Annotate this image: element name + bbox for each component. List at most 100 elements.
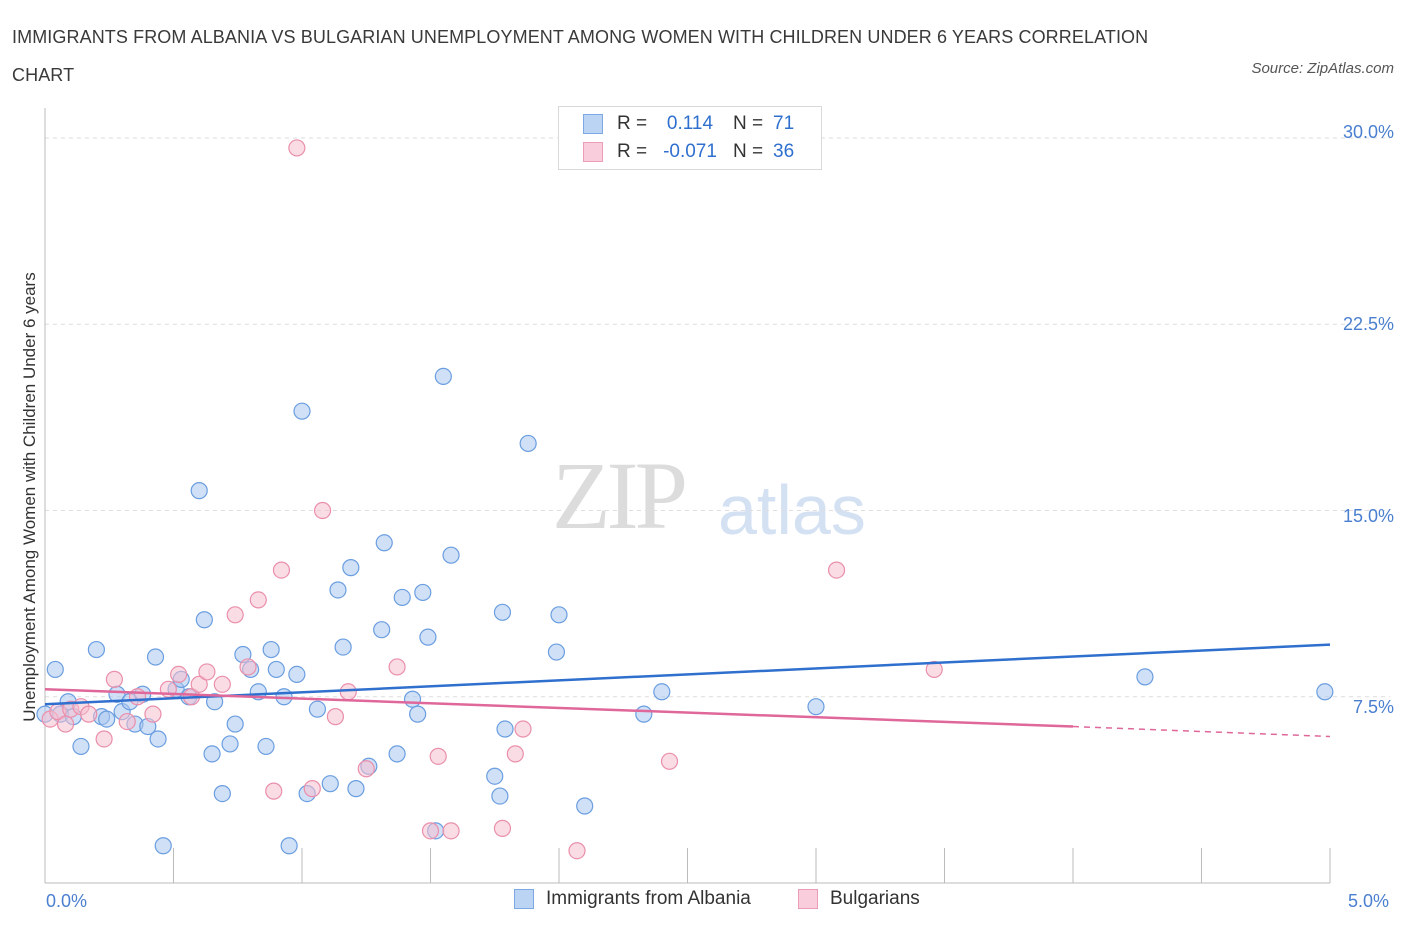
albania-point [393,588,411,607]
legend-n-value: 71 [773,113,795,134]
legend-swatch-albania [583,114,603,134]
y-tick-label: 22.5% [1342,314,1394,334]
bulgarian-point [190,675,208,693]
bulgarian-trend-line [44,688,1074,728]
albania-point [203,745,221,763]
bulgarian-point [442,822,460,840]
bulgarian-point [249,591,267,609]
albania-point [807,698,825,716]
bulgarian-point [421,822,440,840]
albania-point [653,683,671,701]
albania-point [329,581,347,599]
bulgarian-point [339,683,357,701]
albania-point [195,611,213,629]
albania-point [414,583,432,602]
albania-point [373,621,391,639]
bulgarian-point [198,663,216,681]
bulgarian-point [429,747,447,765]
bottom-legend-swatch-bulgarians [798,889,818,909]
chart-title: IMMIGRANTS FROM ALBANIA VS BULGARIAN UNE… [12,27,1149,85]
y-tick-label: 15.0% [1342,506,1394,526]
bulgarian-point [213,675,231,693]
legend-r-value: 0.114 [666,113,714,134]
albania-point [409,705,427,723]
bulgarian-point [265,782,283,800]
albania-point [226,715,244,733]
albania-point [419,628,437,646]
albania-trend-line [44,643,1331,706]
albania-point [434,367,452,385]
bottom-legend-swatch-albania [514,889,534,909]
bulgarian-point [144,705,162,723]
albania-point [321,775,339,793]
bulgarian-point [288,139,306,157]
albania-point [267,660,285,679]
albania-point [98,710,116,728]
legend-row-bulgarians: R = -0.071 N = 36 [583,139,794,165]
x-tick-label-max: 5.0% [1348,891,1390,911]
albania-point [519,434,537,453]
bulgarian-point [493,819,512,837]
bulgarian-point [326,708,345,726]
bulgarian-point [128,688,147,706]
bulgarian-point [272,561,291,579]
albania-point [491,787,509,805]
albania-point [576,797,594,815]
albania-point [87,640,106,659]
bulgarian-point [925,660,943,679]
bulgarian-point [827,561,846,579]
albania-point [288,665,306,684]
albania-point [547,643,566,661]
bulgarian-point [514,720,532,738]
albania-point [46,660,64,679]
bulgarian-point [568,842,586,860]
bulgarian-point [118,712,136,731]
albania-point [1316,683,1334,701]
albania-point [154,837,172,855]
albania-point [72,737,90,756]
albania-point [403,690,422,708]
albania-point [146,648,165,666]
bulgarian-point [506,745,524,763]
bulgarian-trend-extension [1072,725,1331,738]
bottom-legend-albania: Immigrants from Albania [514,888,751,910]
legend-n-label: N = [733,141,764,162]
bulgarian-point [313,501,332,520]
bulgarian-point [56,715,75,733]
bulgarian-point [660,752,679,770]
albania-point [635,705,653,723]
albania-point [347,780,365,798]
albania-point [496,720,514,738]
bottom-legend-bulgarians: Bulgarians [798,888,920,910]
legend-r-value: -0.071 [663,141,717,162]
y-axis-label: Unemployment Among Women with Children U… [20,272,39,722]
watermark-zip: ZIP [552,442,688,549]
albania-point [493,603,512,621]
albania-point [213,784,231,803]
albania-point [442,546,460,564]
x-tick-label-min: 0.0% [46,891,88,911]
legend-r-label: R = [617,113,648,134]
bulgarian-point [170,665,188,684]
albania-point [308,700,327,718]
albania-point [1136,668,1154,686]
bulgarian-point [388,658,406,676]
albania-point [342,559,360,577]
albania-point [257,737,275,756]
albania-point [293,402,311,420]
y-tick-label: 30.0% [1342,122,1394,142]
bulgarian-point [95,730,113,748]
bulgarian-point [226,606,244,624]
source-label: Source: ZipAtlas.com [1251,60,1394,77]
stats-legend: R = 0.114 N = 71 R = -0.071 N = 36 [558,106,822,170]
bottom-legend-label-bulgarians: Bulgarians [830,888,920,909]
bulgarian-point [303,780,321,798]
y-tick-label: 7.5% [1352,697,1394,717]
bottom-legend-label-albania: Immigrants from Albania [546,888,751,909]
legend-r-label: R = [617,141,648,162]
legend-n-value: 36 [773,141,795,162]
bulgarian-point [357,760,375,778]
albania-point [190,482,208,500]
albania-point [550,606,568,624]
